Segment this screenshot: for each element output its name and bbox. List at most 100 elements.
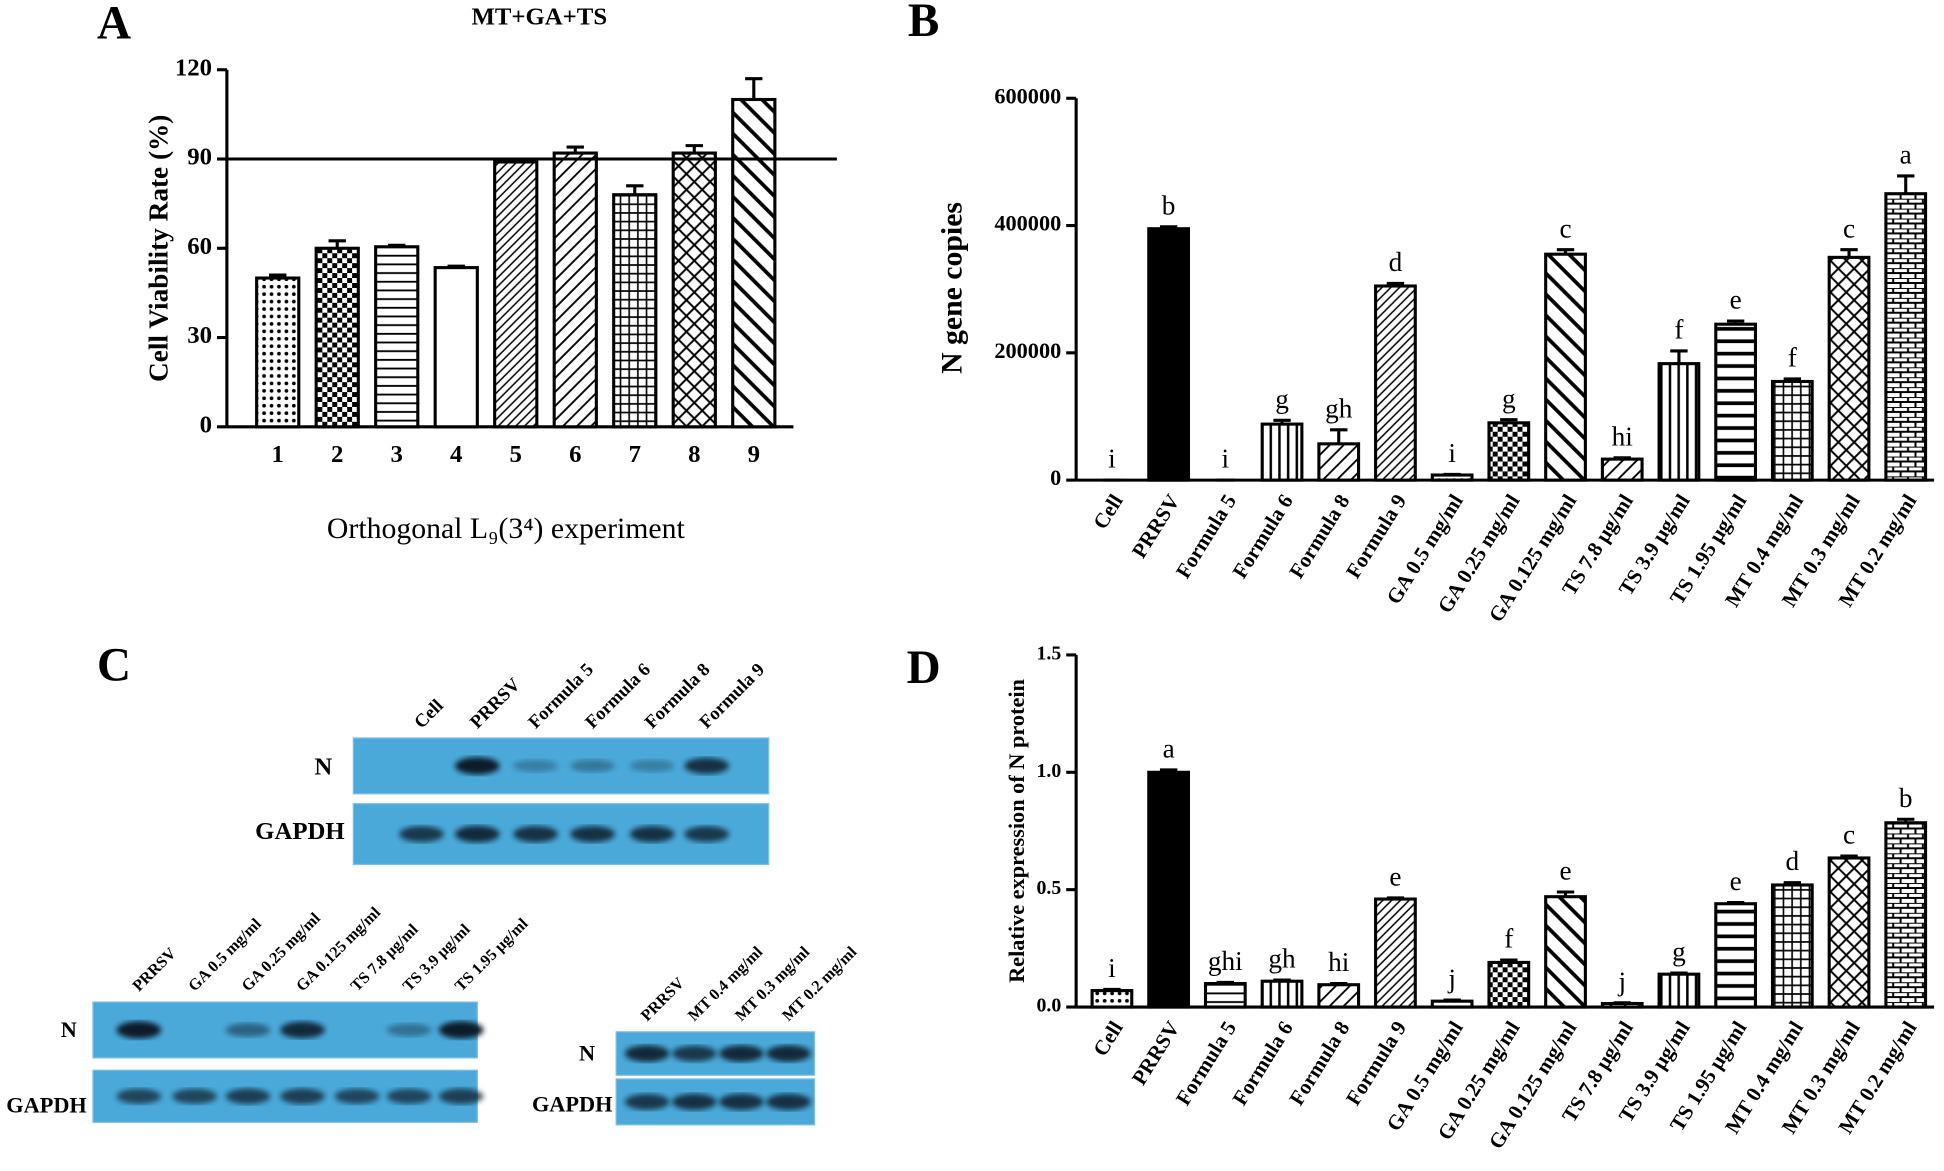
y-tick-label: 0 bbox=[1050, 465, 1061, 490]
row-label: GAPDH bbox=[6, 1093, 87, 1118]
blot-band bbox=[116, 1088, 162, 1104]
error-bar bbox=[1159, 768, 1178, 773]
significance-letter: e bbox=[1559, 856, 1571, 886]
significance-letter: c bbox=[1843, 820, 1855, 850]
x-tick-label: 9 bbox=[748, 441, 760, 468]
blot-band bbox=[225, 1023, 271, 1037]
error-bar bbox=[1103, 987, 1121, 991]
y-tick-label: 0.5 bbox=[1036, 877, 1061, 899]
error-bar bbox=[1726, 319, 1745, 325]
blot-band bbox=[172, 1088, 217, 1104]
significance-letter: b bbox=[1162, 190, 1176, 220]
significance-letter: i bbox=[1108, 953, 1116, 983]
x-tick-label: PRRSV bbox=[1127, 1017, 1185, 1089]
bar bbox=[433, 266, 479, 429]
error-bar bbox=[1386, 896, 1405, 900]
bar bbox=[1147, 770, 1191, 1009]
blot-band bbox=[719, 1045, 764, 1062]
significance-letter: i bbox=[1108, 444, 1116, 474]
significance-letter: f bbox=[1504, 924, 1514, 954]
chart-title: MT+GA+TS bbox=[471, 4, 607, 31]
bar bbox=[1544, 252, 1587, 482]
blot-band bbox=[399, 826, 444, 843]
bar bbox=[1260, 422, 1304, 482]
x-tick-label: 1 bbox=[272, 441, 284, 468]
x-tick-label: 6 bbox=[569, 441, 581, 468]
error-bar bbox=[1159, 225, 1178, 229]
error-bar bbox=[1840, 854, 1858, 858]
bar bbox=[1657, 972, 1701, 1009]
blot-band bbox=[116, 1021, 162, 1039]
error-bar bbox=[626, 184, 644, 195]
significance-letter: gh bbox=[1325, 393, 1353, 423]
error-bar bbox=[1443, 472, 1461, 476]
error-bar bbox=[1556, 890, 1575, 897]
error-bar bbox=[1556, 248, 1575, 255]
bar bbox=[552, 151, 598, 429]
bar bbox=[612, 193, 658, 429]
x-tick-label: PRRSV bbox=[1127, 490, 1185, 562]
bar bbox=[1770, 379, 1814, 482]
significance-letter: i bbox=[1222, 444, 1230, 474]
error-bar bbox=[1613, 1001, 1631, 1005]
lane-label: PRRSV bbox=[130, 945, 180, 995]
significance-letter: j bbox=[1447, 964, 1456, 994]
error-bar bbox=[1273, 978, 1291, 982]
bar bbox=[731, 97, 777, 429]
error-bar bbox=[447, 264, 465, 268]
y-tick-label: 400000 bbox=[994, 211, 1061, 236]
error-bar bbox=[328, 239, 346, 249]
lane-label: Cell bbox=[410, 695, 447, 732]
bar bbox=[1374, 897, 1417, 1009]
bar bbox=[1260, 979, 1304, 1009]
blot-band bbox=[629, 759, 675, 772]
row-label: GAPDH bbox=[255, 818, 344, 845]
bar bbox=[1374, 284, 1417, 482]
blot-band bbox=[671, 1045, 717, 1062]
significance-letter: f bbox=[1674, 315, 1684, 345]
y-tick-label: 60 bbox=[187, 233, 212, 260]
significance-letter: g bbox=[1672, 937, 1686, 967]
error-bar bbox=[566, 145, 584, 154]
significance-letter: e bbox=[1389, 861, 1401, 891]
y-axis-label: Cell Viability Rate (%) bbox=[143, 115, 173, 382]
bar bbox=[1203, 982, 1247, 1009]
error-bar bbox=[1273, 418, 1291, 425]
blot-band bbox=[671, 1093, 717, 1110]
blot-band bbox=[334, 1088, 380, 1104]
significance-letter: g bbox=[1275, 384, 1289, 414]
x-tick-label: 5 bbox=[510, 441, 522, 468]
blot-band bbox=[386, 1088, 432, 1104]
significance-letter: d bbox=[1389, 247, 1403, 277]
blot-band bbox=[766, 1045, 811, 1062]
y-tick-label: 200000 bbox=[994, 338, 1061, 363]
panel-label: D bbox=[907, 642, 941, 694]
x-tick-label: 8 bbox=[688, 441, 700, 468]
y-tick-label: 30 bbox=[187, 322, 212, 349]
blot-band bbox=[684, 826, 729, 843]
panel-label: A bbox=[97, 0, 131, 49]
blot-band bbox=[455, 825, 500, 843]
bar bbox=[1487, 960, 1531, 1009]
error-bar bbox=[1726, 901, 1745, 905]
blot-band bbox=[225, 1088, 271, 1105]
error-bar bbox=[1500, 418, 1518, 423]
lane-label: PRRSV bbox=[638, 974, 688, 1024]
row-label: N bbox=[61, 1017, 77, 1042]
error-bar bbox=[1897, 817, 1915, 823]
significance-letter: hi bbox=[1612, 421, 1634, 451]
y-tick-label: 0.0 bbox=[1036, 995, 1061, 1017]
error-bar bbox=[745, 77, 763, 100]
bar bbox=[1770, 883, 1814, 1009]
error-bar bbox=[1670, 349, 1688, 364]
row-label: GAPDH bbox=[532, 1091, 613, 1116]
error-bar bbox=[685, 144, 703, 154]
blot-band bbox=[570, 759, 615, 773]
significance-letter: gh bbox=[1268, 944, 1296, 974]
bar bbox=[1884, 192, 1928, 482]
blot-band bbox=[570, 825, 615, 843]
bar bbox=[255, 276, 301, 429]
blot-band bbox=[624, 1045, 670, 1062]
x-tick-label: 7 bbox=[629, 441, 641, 468]
significance-letter: hi bbox=[1328, 947, 1350, 977]
